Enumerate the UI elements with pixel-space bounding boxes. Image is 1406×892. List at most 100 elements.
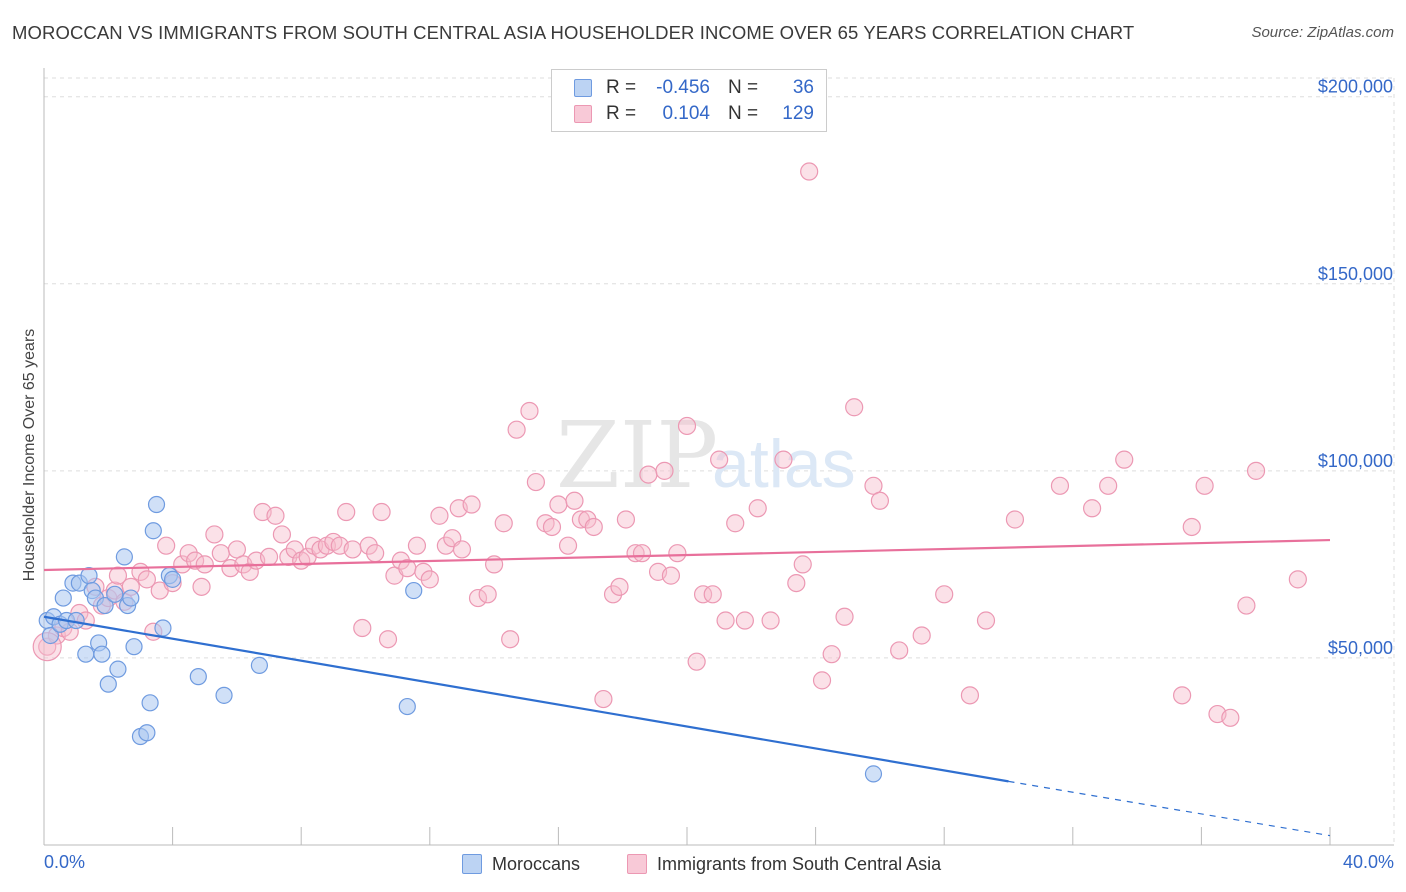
point-moroccans: [250, 656, 269, 675]
point-moroccans: [147, 495, 166, 514]
point-immigrants: [693, 585, 713, 604]
x-tick-label-max: 40.0%: [1342, 852, 1394, 872]
point-immigrants: [1173, 686, 1192, 705]
point-immigrants: [353, 618, 372, 638]
point-immigrants: [501, 630, 520, 649]
point-immigrants: [976, 611, 996, 630]
point-immigrants: [710, 450, 729, 469]
point-moroccans: [398, 697, 416, 716]
point-moroccans: [41, 626, 60, 645]
point-moroccans: [215, 686, 233, 704]
point-moroccans: [99, 675, 117, 693]
point-immigrants: [372, 502, 391, 522]
point-immigrants: [1288, 570, 1307, 589]
point-immigrants: [703, 585, 722, 604]
bottom-legend-label-immigrants: Immigrants from South Central Asia: [657, 853, 942, 874]
point-immigrants: [1221, 708, 1240, 727]
point-immigrants: [108, 566, 128, 585]
point-moroccans: [115, 548, 133, 566]
trendline-moroccans-extension: [1008, 780, 1331, 837]
point-immigrants: [800, 162, 819, 181]
point-immigrants: [565, 491, 584, 510]
point-immigrants: [761, 611, 780, 630]
point-immigrants: [558, 536, 578, 555]
point-immigrants: [812, 671, 832, 690]
point-immigrants: [1050, 476, 1070, 495]
point-immigrants: [407, 536, 427, 555]
point-immigrants: [1246, 461, 1266, 480]
point-moroccans: [96, 596, 114, 615]
point-immigrants: [192, 577, 211, 596]
legend-r-value: -0.456: [656, 77, 710, 98]
legend-n-value: 129: [782, 103, 814, 124]
legend-r-label: R =: [606, 103, 637, 124]
point-immigrants: [1115, 450, 1134, 469]
legend-swatch-pink: [574, 105, 592, 123]
point-moroccans: [144, 522, 162, 540]
watermark-zip: ZIP: [556, 402, 718, 509]
point-moroccans: [125, 638, 143, 656]
point-immigrants: [414, 562, 433, 581]
point-immigrants: [452, 540, 472, 559]
point-immigrants: [1237, 596, 1256, 615]
point-moroccans: [405, 581, 423, 600]
point-immigrants: [195, 555, 214, 574]
point-immigrants: [526, 472, 545, 492]
point-moroccans: [864, 765, 883, 783]
point-immigrants: [378, 630, 398, 649]
point-immigrants: [227, 540, 246, 559]
point-immigrants: [793, 555, 812, 574]
point-immigrants: [157, 536, 176, 555]
point-immigrants: [632, 544, 652, 563]
point-immigrants: [787, 573, 806, 593]
point-immigrants: [845, 398, 864, 417]
axes: [43, 68, 1394, 846]
point-immigrants: [179, 544, 198, 563]
trendline-moroccans: [43, 615, 1009, 783]
point-immigrants: [137, 570, 156, 589]
legend-swatch-blue: [574, 79, 592, 97]
legend-n-label: N =: [728, 77, 759, 98]
point-moroccans: [164, 570, 182, 588]
correlation-legend: R = -0.456 N = 36 R = 0.104 N = 129: [551, 69, 827, 132]
point-immigrants: [542, 517, 562, 537]
trendline-immigrants: [43, 538, 1331, 572]
point-immigrants: [748, 499, 767, 518]
point-immigrants: [549, 495, 568, 514]
point-immigrants: [594, 689, 613, 709]
y-tick-label: $100,000: [1318, 451, 1393, 471]
trend-lines: [43, 538, 1331, 837]
point-immigrants: [186, 551, 205, 570]
point-moroccans: [109, 660, 127, 678]
bottom-legend-moroccans: Moroccans: [462, 851, 580, 877]
point-immigrants: [211, 544, 230, 563]
chart-title: MOROCCAN VS IMMIGRANTS FROM SOUTH CENTRA…: [12, 22, 1135, 43]
point-moroccans: [77, 645, 95, 663]
point-immigrants: [478, 585, 497, 604]
point-immigrants: [240, 562, 259, 581]
point-immigrants: [584, 517, 603, 537]
series-moroccans-points: [38, 495, 883, 783]
y-tick-labels: $50,000 $100,000 $150,000 $200,000: [1318, 77, 1393, 658]
point-immigrants: [337, 502, 356, 522]
point-moroccans: [93, 645, 111, 663]
point-moroccans: [141, 694, 159, 712]
point-immigrants: [890, 641, 909, 660]
bottom-legend-label-moroccans: Moroccans: [492, 853, 581, 874]
point-immigrants: [668, 544, 687, 563]
point-immigrants: [639, 465, 658, 484]
point-immigrants: [687, 652, 706, 671]
point-immigrants: [835, 607, 854, 626]
point-immigrants: [603, 585, 623, 604]
point-immigrants: [507, 420, 526, 439]
point-immigrants: [259, 547, 279, 567]
point-moroccans: [54, 589, 72, 607]
point-immigrants: [1182, 517, 1201, 537]
point-immigrants: [430, 506, 449, 525]
point-moroccans: [189, 668, 207, 686]
point-immigrants: [343, 540, 362, 559]
watermark: ZIP atlas: [556, 402, 856, 509]
point-immigrants: [578, 510, 597, 529]
watermark-atlas: atlas: [712, 426, 856, 502]
